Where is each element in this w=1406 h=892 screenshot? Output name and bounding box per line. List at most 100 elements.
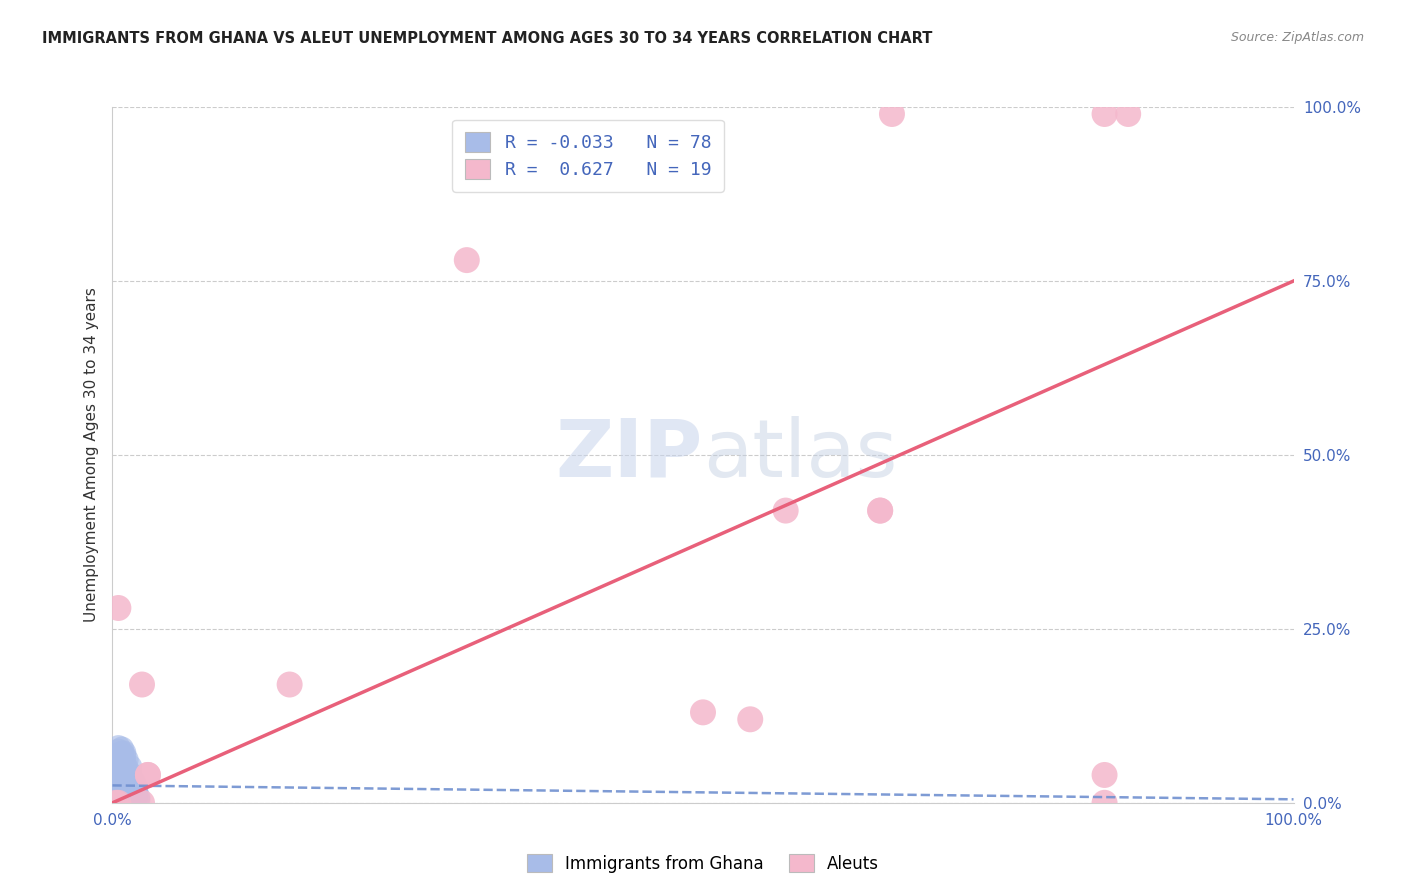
Point (1094, 768, 1116, 782)
Point (115, 769, 138, 783)
Legend: Immigrants from Ghana, Aleuts: Immigrants from Ghana, Aleuts (520, 847, 886, 880)
Point (456, 253, 478, 268)
Point (112, 764, 135, 779)
Text: Source: ZipAtlas.com: Source: ZipAtlas.com (1230, 31, 1364, 45)
Point (692, 706, 714, 720)
Point (107, 778, 129, 793)
Point (111, 776, 134, 790)
Point (125, 791, 148, 805)
Point (112, 775, 135, 789)
Text: atlas: atlas (703, 416, 897, 494)
Point (111, 753, 134, 767)
Point (111, 763, 134, 777)
Point (115, 766, 138, 780)
Point (112, 778, 135, 793)
Point (107, 744, 129, 758)
Point (120, 778, 142, 793)
Point (120, 785, 142, 799)
Point (112, 783, 135, 797)
Point (122, 775, 145, 789)
Point (122, 778, 145, 793)
Point (111, 766, 134, 780)
Point (112, 788, 135, 802)
Point (136, 768, 159, 782)
Point (122, 790, 145, 805)
Point (131, 677, 153, 691)
Point (107, 750, 129, 764)
Point (120, 769, 142, 783)
Legend: R = -0.033   N = 78, R =  0.627   N = 19: R = -0.033 N = 78, R = 0.627 N = 19 (453, 120, 724, 192)
Point (120, 773, 142, 788)
Point (107, 792, 129, 806)
Point (120, 788, 142, 802)
Point (112, 772, 135, 786)
Point (108, 775, 131, 789)
Point (1116, 107, 1139, 121)
Point (122, 780, 145, 795)
Point (278, 677, 301, 691)
Point (107, 754, 129, 768)
Point (107, 757, 129, 772)
Point (111, 780, 134, 795)
Point (869, 503, 891, 517)
Point (115, 780, 138, 795)
Point (115, 783, 138, 797)
Point (1094, 796, 1116, 810)
Point (111, 781, 134, 796)
Point (115, 773, 138, 788)
Point (120, 766, 142, 780)
Point (111, 748, 134, 763)
Point (127, 793, 149, 807)
Text: ZIP: ZIP (555, 416, 703, 494)
Point (1094, 107, 1116, 121)
Point (107, 764, 129, 779)
Point (111, 756, 134, 770)
Point (131, 796, 153, 810)
Point (107, 601, 129, 615)
Point (107, 740, 129, 755)
Point (120, 776, 142, 790)
Point (115, 785, 138, 799)
Point (775, 503, 797, 517)
Point (120, 759, 142, 773)
Point (111, 773, 134, 788)
Point (122, 785, 145, 799)
Point (112, 748, 135, 763)
Point (112, 768, 135, 782)
Point (111, 790, 134, 805)
Point (127, 790, 149, 805)
Point (115, 766, 138, 780)
Point (115, 785, 138, 799)
Point (115, 753, 138, 767)
Point (136, 768, 159, 782)
Point (111, 746, 134, 760)
Point (112, 756, 135, 770)
Point (115, 761, 138, 775)
Point (125, 783, 148, 797)
Point (105, 796, 128, 810)
Point (112, 746, 135, 760)
Point (108, 789, 131, 803)
Point (111, 759, 134, 773)
Point (122, 781, 145, 796)
Point (125, 785, 148, 799)
Point (125, 788, 148, 802)
Point (107, 796, 129, 810)
Point (120, 789, 142, 803)
Point (122, 790, 145, 805)
Point (880, 107, 903, 121)
Point (740, 712, 762, 726)
Point (111, 741, 134, 756)
Text: IMMIGRANTS FROM GHANA VS ALEUT UNEMPLOYMENT AMONG AGES 30 TO 34 YEARS CORRELATIO: IMMIGRANTS FROM GHANA VS ALEUT UNEMPLOYM… (42, 31, 932, 46)
Point (112, 757, 135, 772)
Point (107, 772, 129, 786)
Point (125, 780, 148, 795)
Point (115, 776, 138, 790)
Point (122, 788, 145, 802)
Point (107, 747, 129, 761)
Point (120, 783, 142, 797)
Point (125, 789, 148, 803)
Point (107, 768, 129, 782)
Point (112, 763, 135, 777)
Point (107, 761, 129, 775)
